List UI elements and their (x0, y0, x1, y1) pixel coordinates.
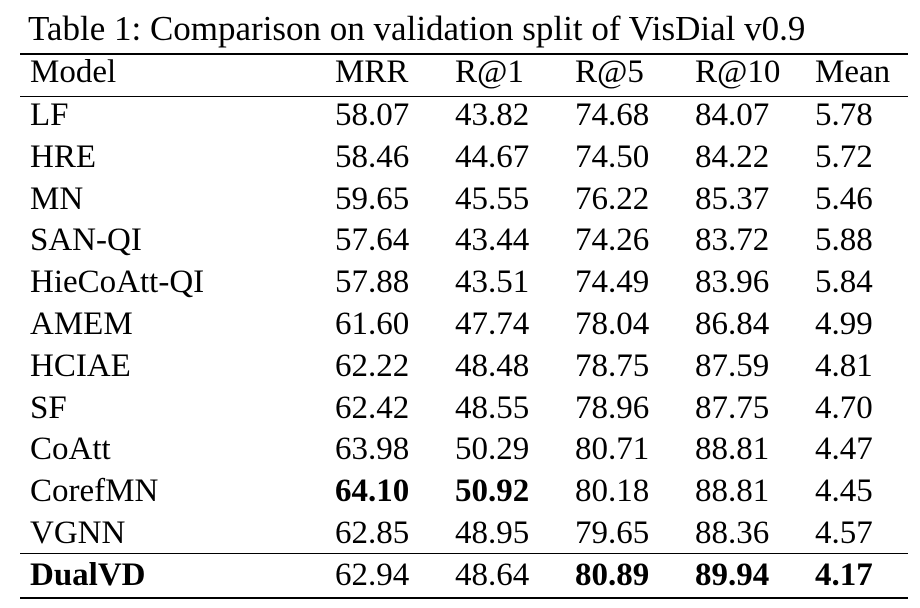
metric-cell: 80.71 (575, 431, 650, 468)
header-cell: R@1 (455, 54, 524, 90)
mid-rule (20, 553, 908, 554)
model-cell: DualVD (30, 556, 146, 593)
metric-cell: 43.44 (455, 222, 530, 259)
metric-cell: 84.07 (695, 97, 770, 133)
metric-cell: 48.95 (455, 515, 530, 551)
metric-cell: 87.75 (695, 389, 770, 426)
bottom-rule (20, 597, 908, 599)
metric-cell: 50.29 (455, 431, 530, 468)
metric-cell: 45.55 (455, 180, 530, 217)
metric-cell: 78.04 (575, 306, 650, 342)
metric-cell: 79.65 (575, 515, 650, 551)
model-cell: LF (30, 97, 69, 133)
metric-cell: 4.47 (815, 431, 873, 468)
metric-cell: 48.48 (455, 347, 530, 384)
model-cell: SAN-QI (30, 222, 142, 259)
header-cell: R@10 (695, 54, 781, 90)
metric-cell: 64.10 (335, 473, 410, 510)
metric-cell: 58.07 (335, 97, 410, 133)
metric-cell: 4.57 (815, 515, 873, 551)
metric-cell: 4.70 (815, 389, 873, 426)
model-cell: VGNN (30, 515, 126, 551)
metric-cell: 62.94 (335, 556, 410, 593)
metric-cell: 76.22 (575, 180, 650, 217)
header-cell: Mean (815, 54, 891, 90)
model-cell: CoAtt (30, 431, 111, 468)
model-cell: HieCoAtt-QI (30, 264, 205, 301)
metric-cell: 88.81 (695, 473, 770, 510)
metric-cell: 74.68 (575, 97, 650, 133)
metric-cell: 4.81 (815, 347, 873, 384)
metric-cell: 61.60 (335, 306, 410, 342)
metric-cell: 4.99 (815, 306, 873, 342)
metric-cell: 47.74 (455, 306, 530, 342)
model-cell: SF (30, 389, 67, 426)
metric-cell: 5.78 (815, 97, 873, 133)
metric-cell: 62.85 (335, 515, 410, 551)
metric-cell: 87.59 (695, 347, 770, 384)
metric-cell: 80.89 (575, 556, 650, 593)
model-cell: AMEM (30, 306, 133, 342)
metric-cell: 43.51 (455, 264, 530, 301)
metric-cell: 74.50 (575, 138, 650, 175)
metric-cell: 83.72 (695, 222, 770, 259)
metric-cell: 4.17 (815, 556, 873, 593)
metric-cell: 89.94 (695, 556, 770, 593)
metric-cell: 58.46 (335, 138, 410, 175)
metric-cell: 50.92 (455, 473, 530, 510)
metric-cell: 84.22 (695, 138, 770, 175)
metric-cell: 5.46 (815, 180, 873, 217)
metric-cell: 88.36 (695, 515, 770, 551)
caption: Table 1: Comparison on validation split … (28, 9, 806, 48)
metric-cell: 43.82 (455, 97, 530, 133)
metric-cell: 57.64 (335, 222, 410, 259)
metric-cell: 57.88 (335, 264, 410, 301)
top-rule (20, 53, 908, 55)
header-cell: R@5 (575, 54, 644, 90)
header-rule (20, 96, 908, 97)
model-cell: HCIAE (30, 347, 131, 384)
metric-cell: 63.98 (335, 431, 410, 468)
metric-cell: 88.81 (695, 431, 770, 468)
header-cell: MRR (335, 54, 409, 90)
metric-cell: 44.67 (455, 138, 530, 175)
metric-cell: 74.49 (575, 264, 650, 301)
metric-cell: 62.22 (335, 347, 410, 384)
metric-cell: 5.88 (815, 222, 873, 259)
metric-cell: 86.84 (695, 306, 770, 342)
header-cell: Model (30, 54, 117, 90)
metric-cell: 4.45 (815, 473, 873, 510)
metric-cell: 83.96 (695, 264, 770, 301)
model-cell: HRE (30, 138, 96, 175)
metric-cell: 59.65 (335, 180, 410, 217)
model-cell: MN (30, 180, 84, 217)
model-cell: CorefMN (30, 473, 159, 510)
metric-cell: 85.37 (695, 180, 770, 217)
metric-cell: 78.96 (575, 389, 650, 426)
metric-cell: 5.72 (815, 138, 873, 175)
metric-cell: 48.55 (455, 389, 530, 426)
metric-cell: 78.75 (575, 347, 650, 384)
metric-cell: 74.26 (575, 222, 650, 259)
metric-cell: 62.42 (335, 389, 410, 426)
metric-cell: 80.18 (575, 473, 650, 510)
metric-cell: 5.84 (815, 264, 873, 301)
metric-cell: 48.64 (455, 556, 530, 593)
